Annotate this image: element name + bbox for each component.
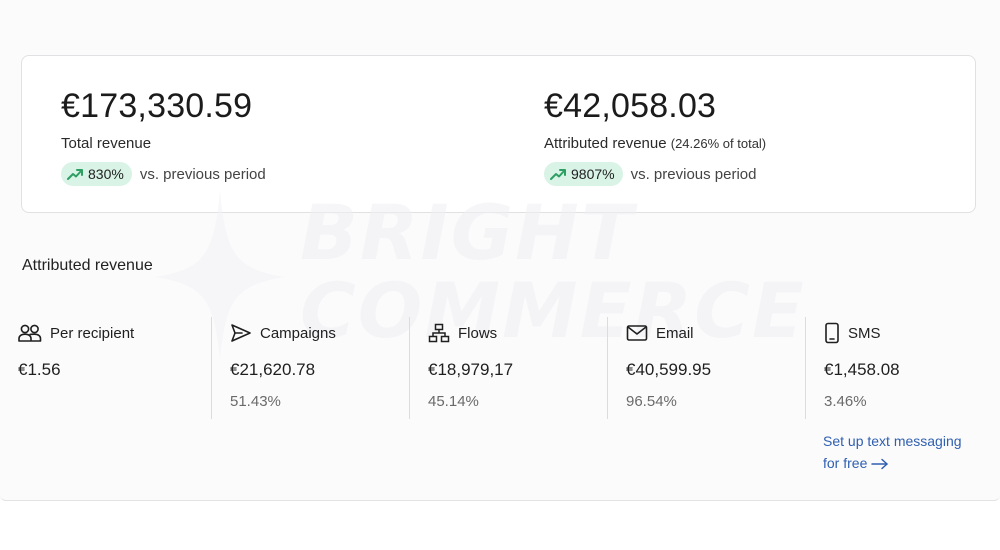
trend-comparison-text: vs. previous period [630,165,757,183]
channel-percent: 51.43% [230,393,281,410]
link-line-1: Set up text messaging [823,433,962,449]
attributed-revenue-label-text: Attributed revenue [544,135,667,152]
section-title: Attributed revenue [22,257,153,274]
channel-name: Flows [458,324,498,342]
revenue-panel: €173,330.59 Total revenue 830% vs. previ… [0,55,1000,501]
trend-badge: 9807% [544,162,623,186]
trend-badge: 830% [61,162,132,186]
arrow-right-icon [871,459,889,470]
channel-flows: Flows €18,979,17 45.14% [409,317,588,419]
revenue-summary-card: €173,330.59 Total revenue 830% vs. previ… [21,55,976,213]
channel-breakdown: Per recipient €1.56 Campaigns €21,620.78… [0,317,1000,427]
channel-value: €18,979,17 [428,360,514,379]
trend-percent: 9807% [571,166,615,182]
channel-name: SMS [848,324,881,342]
channel-name: Email [656,324,694,342]
channel-name: Campaigns [260,324,336,342]
total-revenue-label: Total revenue [61,135,152,152]
channel-header: Campaigns [230,322,390,344]
attributed-revenue-value: €42,058.03 [544,87,717,125]
channel-campaigns: Campaigns €21,620.78 51.43% [211,317,390,419]
trend-percent: 830% [88,166,124,182]
total-revenue-trend: 830% vs. previous period [61,162,266,186]
total-revenue-metric: €173,330.59 Total revenue 830% vs. previ… [61,86,266,186]
trend-up-icon [550,169,566,180]
trend-up-icon [67,169,83,180]
channel-percent: 3.46% [824,393,867,410]
channel-header: Flows [428,322,588,344]
channel-value: €1.56 [18,360,61,379]
attributed-revenue-metric: €42,058.03 Attributed revenue (24.26% of… [544,86,766,186]
channel-header: Email [626,322,786,344]
users-icon [18,324,42,342]
channel-header: SMS [824,322,994,344]
phone-icon [825,322,839,344]
total-revenue-value: €173,330.59 [61,87,253,125]
trend-comparison-text: vs. previous period [139,165,266,183]
attributed-revenue-label: Attributed revenue (24.26% of total) [544,134,766,154]
channel-sms: SMS €1,458.08 3.46% [805,317,994,419]
channel-percent: 96.54% [626,393,677,410]
channel-header: Per recipient [18,322,193,344]
link-line-2: for free [823,455,868,471]
envelope-icon [626,325,648,341]
send-icon [231,324,251,342]
channel-per-recipient: Per recipient €1.56 [18,317,193,419]
channel-email: Email €40,599.95 96.54% [607,317,786,419]
flows-icon [428,323,450,343]
attributed-revenue-trend: 9807% vs. previous period [544,162,766,186]
channel-value: €21,620.78 [230,360,316,379]
setup-text-messaging-link[interactable]: Set up text messaging for free [823,430,993,474]
channel-name: Per recipient [50,324,135,342]
channel-percent: 45.14% [428,393,479,410]
channel-value: €40,599.95 [626,360,712,379]
attributed-share-note: (24.26% of total) [670,136,767,151]
channel-value: €1,458.08 [824,360,900,379]
